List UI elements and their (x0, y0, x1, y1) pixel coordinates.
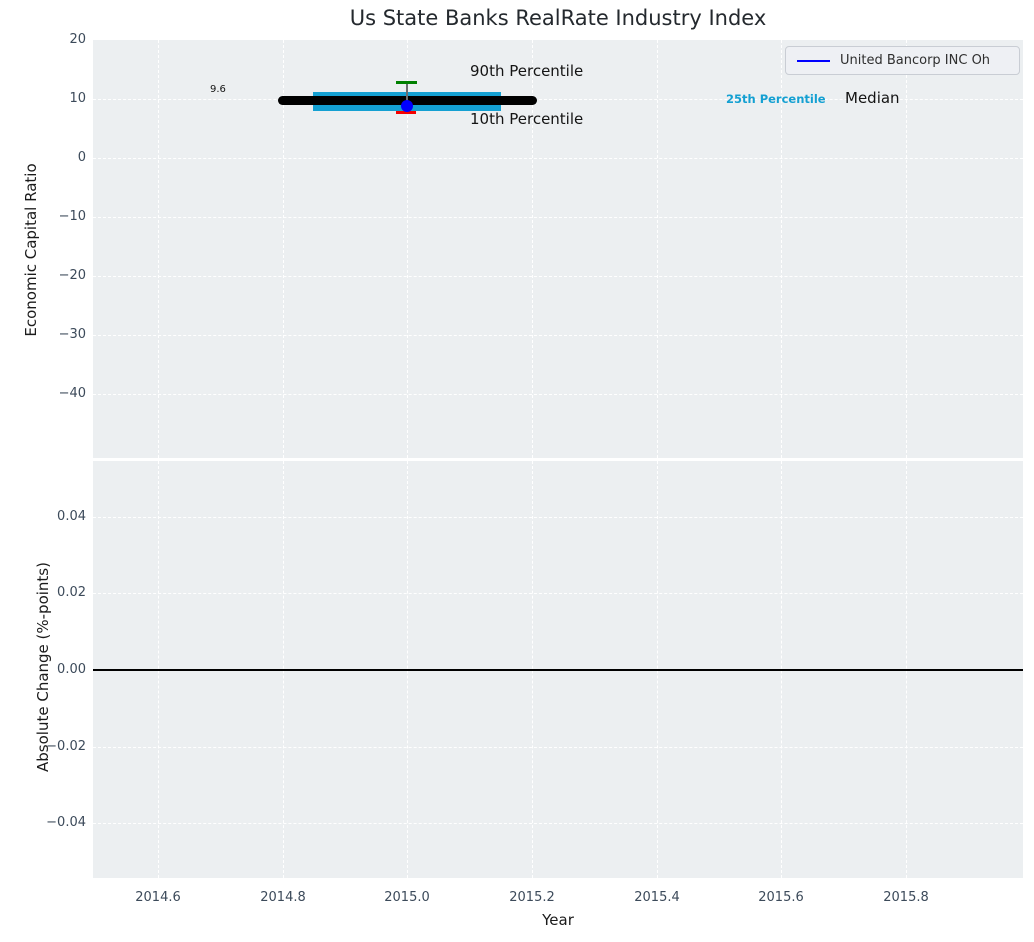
y-tick-label: 10 (69, 91, 86, 106)
gridline (532, 40, 533, 458)
y-tick-label: 0.04 (57, 509, 86, 524)
gridline (93, 394, 1023, 395)
y-tick-label: −30 (58, 327, 86, 342)
gridline (93, 517, 1023, 518)
x-tick-label: 2015.8 (883, 890, 929, 905)
gridline (93, 747, 1023, 748)
percentile-25-label: 25th Percentile (726, 92, 826, 106)
gridline (93, 158, 1023, 159)
gridline (657, 40, 658, 458)
x-tick-label: 2015.4 (634, 890, 680, 905)
gridline (781, 40, 782, 458)
x-tick-label: 2014.8 (260, 890, 306, 905)
gridline (93, 823, 1023, 824)
percentile-10-label: 10th Percentile (470, 110, 584, 128)
x-tick-label: 2014.6 (135, 890, 181, 905)
percentile-10-cap (396, 111, 416, 114)
y-tick-label: −10 (58, 209, 86, 224)
bottom-plot-area (93, 461, 1023, 878)
legend-label: United Bancorp INC Oh (840, 53, 991, 68)
x-tick-label: 2015.0 (384, 890, 430, 905)
gridline (93, 593, 1023, 594)
gridline (93, 335, 1023, 336)
y-tick-label: 0 (77, 150, 86, 165)
median-text-label: Median (845, 89, 900, 107)
y-tick-label: 0.00 (57, 662, 86, 677)
gridline (283, 40, 284, 458)
zero-change-line (93, 669, 1023, 671)
x-tick-label: 2015.2 (509, 890, 555, 905)
gridline (906, 40, 907, 458)
y-tick-label: −20 (58, 268, 86, 283)
legend: United Bancorp INC Oh (785, 46, 1020, 75)
gridline (407, 40, 408, 458)
x-tick-label: 2015.6 (758, 890, 804, 905)
company-data-point (401, 100, 413, 112)
y-tick-label: 20 (69, 32, 86, 47)
gridline (93, 217, 1023, 218)
top-y-axis-label: Economic Capital Ratio (22, 163, 40, 337)
percentile-90-label: 90th Percentile (470, 62, 584, 80)
bottom-y-axis-label: Absolute Change (%-points) (34, 562, 52, 772)
median-value-label: 9.6 (210, 84, 226, 95)
gridline (158, 40, 159, 458)
gridline (93, 276, 1023, 277)
legend-line-sample (797, 59, 830, 62)
percentile-90-cap (396, 81, 417, 84)
chart-title: Us State Banks RealRate Industry Index (349, 6, 767, 30)
x-axis-label: Year (542, 911, 574, 929)
y-tick-label: 0.02 (57, 585, 86, 600)
top-plot-area: 9.6 90th Percentile 10th Percentile 25th… (93, 40, 1023, 458)
y-tick-label: −40 (58, 386, 86, 401)
y-tick-label: −0.02 (46, 739, 86, 754)
gridline (93, 99, 1023, 100)
percentile-whisker-line (406, 83, 408, 113)
y-tick-label: −0.04 (46, 815, 86, 830)
